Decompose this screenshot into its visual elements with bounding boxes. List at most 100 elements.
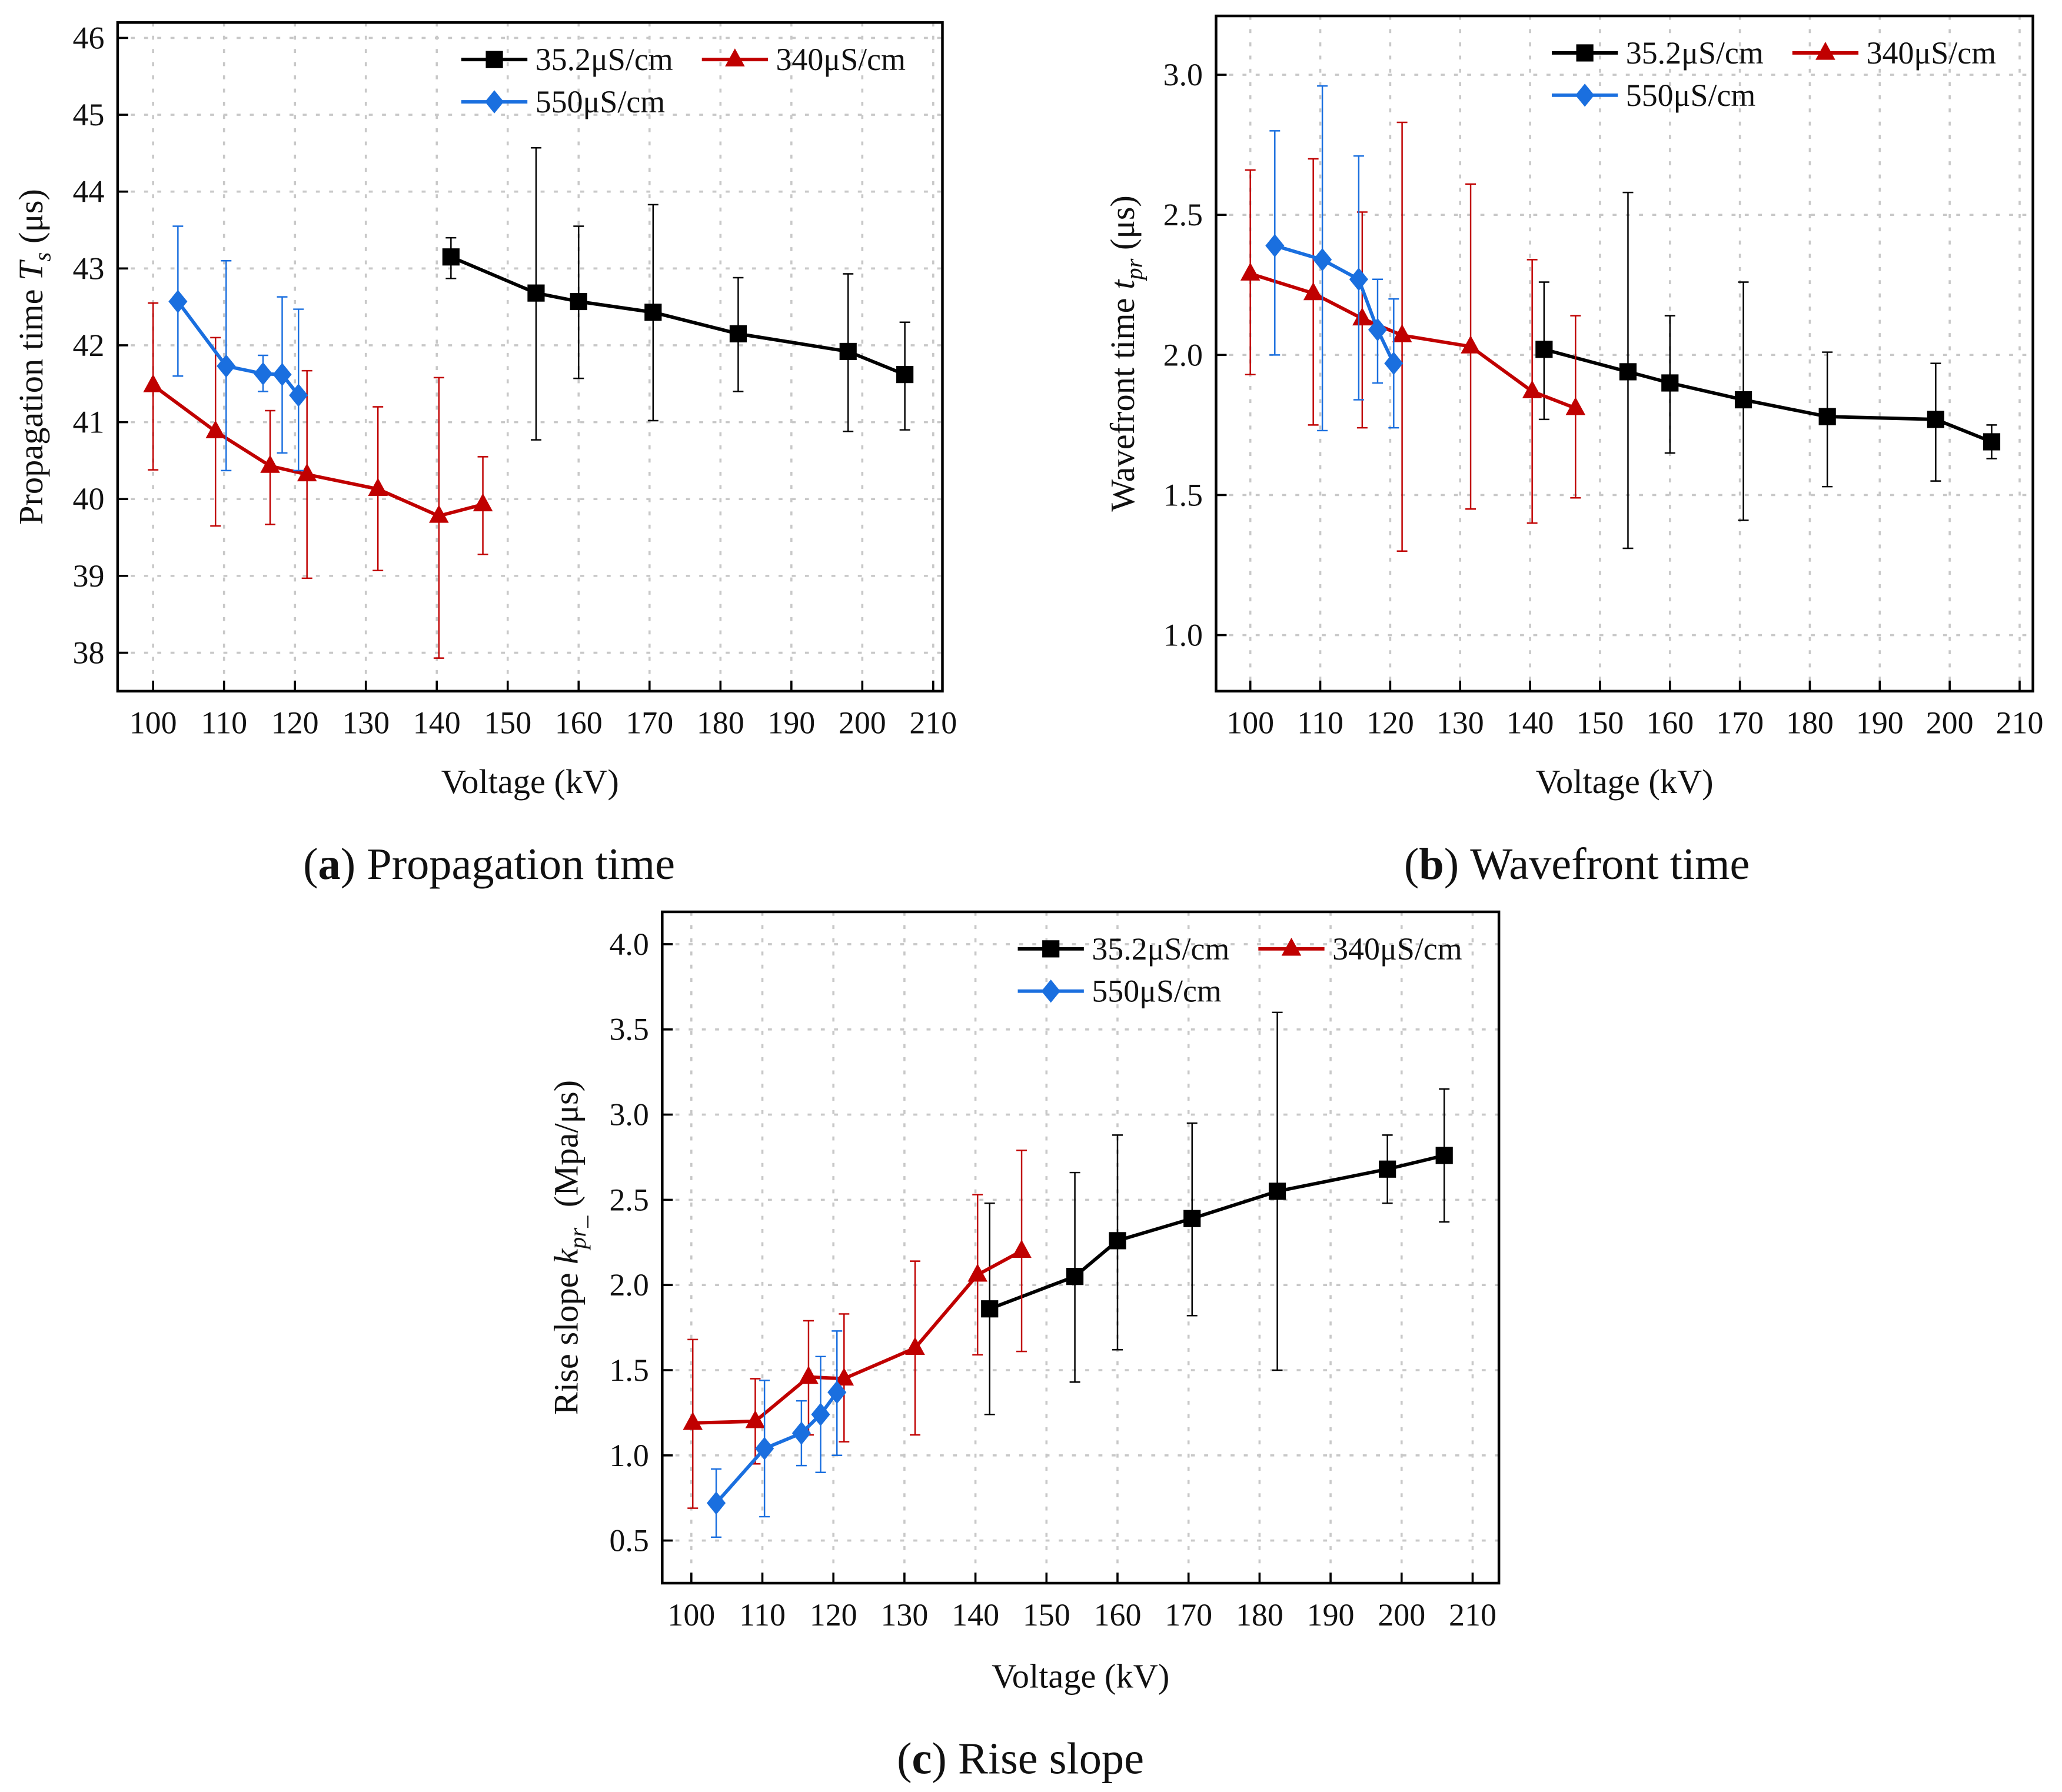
caption-paren: ) [341, 839, 367, 889]
x-tick-label: 150 [484, 705, 531, 741]
legend: 35.2μS/cm 340μS/cm 550μS/cm [461, 42, 906, 119]
data-point [755, 1437, 774, 1460]
x-tick-label: 210 [1449, 1597, 1496, 1633]
y-axis-label-unit: (μs) [1103, 195, 1142, 259]
y-axis-label: Propagation time Ts (μs) [12, 189, 55, 525]
data-point [205, 420, 226, 438]
y-tick-label: 2.5 [1163, 197, 1203, 232]
caption-label: c [912, 1733, 932, 1783]
x-axis-label: Voltage (kV) [992, 1657, 1169, 1695]
x-tick-label: 170 [1716, 705, 1764, 741]
x-tick-label: 210 [909, 705, 957, 741]
y-axis-label: Rise slope kpr_ (Mpa/μs) [547, 1080, 591, 1415]
y-tick-label: 2.0 [1163, 337, 1203, 372]
y-tick-label: 3.0 [1163, 57, 1203, 92]
data-point [527, 284, 545, 302]
data-point [1109, 1232, 1126, 1250]
y-axis-label: Wavefront time tpr (μs) [1103, 195, 1147, 512]
x-tick-label: 110 [1297, 705, 1343, 741]
chart-panel-b: 100 110 120 130 140 150 160 170 180 190 200 210 1.0 1… [1103, 14, 2044, 889]
series-square [442, 146, 914, 441]
x-tick-label: 190 [767, 705, 815, 741]
legend-label: 340μS/cm [1867, 35, 1997, 71]
x-tick-label: 120 [271, 705, 319, 741]
x-tick-label: 100 [1226, 705, 1274, 741]
caption-text: Propagation time [367, 839, 675, 889]
data-point [1352, 307, 1372, 326]
x-tick-label: 190 [1307, 1597, 1355, 1633]
y-axis-label-text: Rise slope [547, 1264, 586, 1415]
panel-caption: (b) Wavefront time [1404, 839, 1750, 889]
data-point [429, 505, 449, 523]
y-tick-label: 3.0 [609, 1097, 648, 1133]
x-tick-label: 140 [1506, 705, 1554, 741]
data-point [1384, 351, 1404, 375]
x-axis-label: Voltage (kV) [1535, 762, 1713, 801]
data-point [1522, 380, 1542, 398]
data-point [1392, 324, 1412, 342]
caption-paren: ) [932, 1733, 958, 1783]
data-point [1012, 1240, 1032, 1258]
series-square [1535, 191, 2001, 549]
data-point [967, 1263, 988, 1282]
data-point [827, 1380, 847, 1404]
x-tick-label: 190 [1856, 705, 1904, 741]
data-point [1565, 397, 1586, 415]
data-point [570, 292, 587, 311]
data-point [834, 1367, 854, 1386]
data-point [1313, 248, 1332, 272]
x-tick-label: 100 [129, 705, 177, 741]
legend-marker-diamond [485, 90, 504, 114]
x-tick-label: 110 [739, 1597, 786, 1633]
legend-label: 340μS/cm [776, 42, 906, 77]
chart-panel-c: 100 110 120 130 140 150 160 170 180 190 200 210 0.5 1… [547, 910, 1501, 1783]
y-tick-label: 39 [73, 558, 105, 594]
data-point [1379, 1160, 1396, 1178]
data-point [442, 248, 460, 266]
series-triangle [1240, 121, 1586, 552]
data-point [729, 325, 747, 342]
data-point [981, 1300, 999, 1318]
caption-label: b [1419, 839, 1444, 889]
x-tick-label: 200 [1926, 705, 1974, 741]
y-tick-label: 42 [73, 328, 105, 363]
data-point [368, 478, 388, 496]
series-line [152, 384, 484, 518]
x-tick-label: 140 [413, 705, 461, 741]
legend-label: 550μS/cm [1092, 974, 1222, 1009]
data-point [473, 493, 493, 512]
y-tick-label: 40 [73, 481, 105, 517]
series-triangle [143, 302, 493, 659]
plot-frame [1215, 14, 2034, 693]
y-tick-label: 3.5 [609, 1012, 648, 1047]
x-tick-label: 210 [1996, 705, 2044, 741]
y-axis-label-subscript: s [29, 252, 55, 262]
data-point [905, 1337, 925, 1355]
data-point [799, 1365, 819, 1384]
data-point [1303, 282, 1323, 301]
y-tick-label: 43 [73, 251, 105, 286]
data-point [143, 374, 163, 392]
legend-marker-triangle [725, 48, 745, 66]
x-tick-label: 100 [667, 1597, 715, 1633]
data-point [791, 1421, 811, 1445]
y-axis-label-symbol: T [12, 259, 50, 281]
legend-marker-square [485, 51, 503, 68]
legend-marker-triangle [1815, 41, 1835, 60]
legend-marker-square [1042, 940, 1060, 958]
legend-label: 35.2μS/cm [1092, 931, 1229, 967]
data-point [745, 1410, 766, 1428]
data-point [896, 366, 914, 384]
series-diamond [1265, 85, 1404, 432]
x-tick-label: 170 [1165, 1597, 1212, 1633]
y-tick-label: 41 [73, 405, 105, 440]
plot-frame [661, 910, 1501, 1585]
y-axis-label-subscript: pr [1121, 258, 1148, 281]
series-diamond [706, 1330, 847, 1538]
y-tick-label: 44 [73, 174, 105, 209]
x-tick-label: 140 [952, 1597, 999, 1633]
x-tick-label: 120 [1366, 705, 1414, 741]
data-point [168, 289, 188, 314]
caption-text: Rise slope [958, 1733, 1144, 1783]
